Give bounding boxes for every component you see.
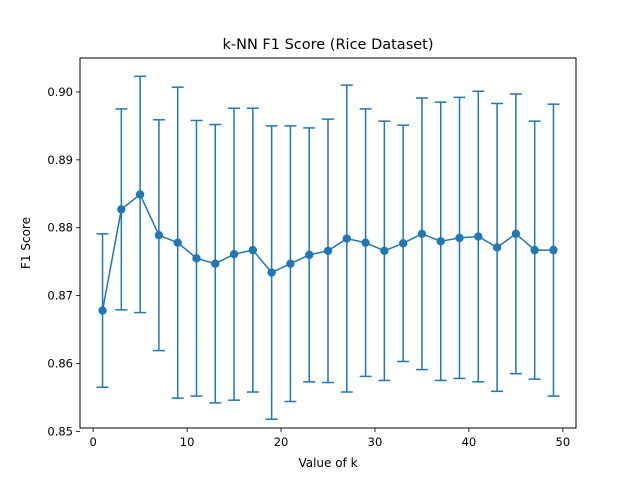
y-tick-label: 0.85 — [47, 424, 73, 438]
y-axis-label: F1 Score — [19, 217, 33, 269]
x-axis-label: Value of k — [298, 456, 357, 470]
data-point — [135, 190, 145, 199]
data-point — [267, 268, 276, 277]
y-tick-label: 0.88 — [47, 221, 73, 235]
data-point — [361, 238, 370, 247]
data-point — [192, 254, 201, 263]
data-point — [530, 245, 539, 255]
data-point — [211, 259, 220, 268]
y-tick-label: 0.90 — [47, 85, 73, 99]
x-tick-label: 30 — [368, 435, 383, 449]
x-tick-label: 0 — [89, 435, 96, 449]
plot-area — [96, 75, 560, 420]
x-tick-label: 20 — [274, 435, 289, 449]
data-point — [323, 246, 333, 256]
x-tick-label: 40 — [462, 435, 477, 449]
data-point — [98, 306, 107, 315]
data-point — [455, 233, 464, 243]
axis-ticks: 0 10 20 30 40 50 0.85 0.86 0.87 0.88 0.89 0.90 — [47, 85, 570, 449]
data-point — [305, 250, 314, 260]
x-tick-label: 10 — [180, 435, 195, 449]
data-point — [511, 229, 521, 239]
data-point — [117, 205, 126, 214]
data-point — [436, 237, 445, 246]
data-point — [229, 250, 239, 259]
data-point — [286, 259, 295, 268]
x-tick-label: 50 — [556, 435, 571, 449]
axes-frame — [79, 57, 577, 429]
data-point — [380, 246, 389, 256]
y-tick-label: 0.89 — [47, 153, 73, 167]
chart-title: k-NN F1 Score (Rice Dataset) — [222, 37, 433, 53]
data-point — [417, 229, 427, 239]
data-point — [154, 230, 164, 240]
data-point — [248, 245, 258, 255]
data-point — [173, 238, 182, 247]
y-tick-label: 0.87 — [47, 289, 73, 303]
data-point — [398, 239, 408, 248]
data-point — [492, 243, 502, 252]
data-point — [549, 245, 558, 255]
data-point — [474, 232, 483, 241]
y-tick-label: 0.86 — [47, 357, 73, 371]
data-point — [342, 234, 351, 243]
